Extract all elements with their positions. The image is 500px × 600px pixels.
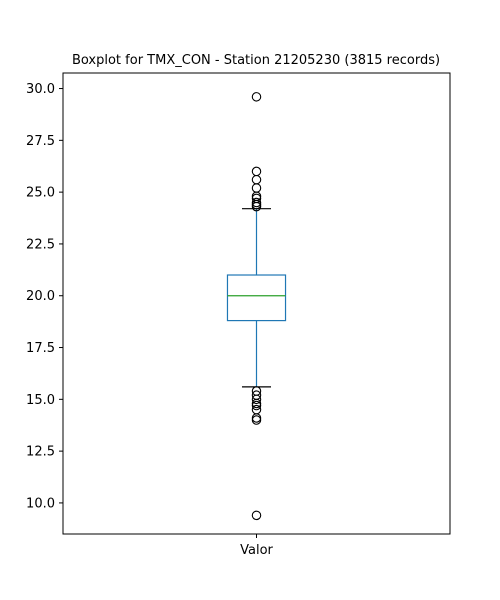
- y-tick-label: 12.5: [26, 445, 55, 460]
- y-tick-label: 22.5: [26, 237, 55, 252]
- x-tick-label: Valor: [240, 543, 273, 558]
- outlier-point: [251, 201, 262, 212]
- outlier-point: [251, 394, 262, 405]
- outlier-point: [251, 174, 262, 185]
- outlier-point: [251, 92, 262, 102]
- y-tick-label: 10.0: [26, 496, 55, 511]
- chart-title: Boxplot for TMX_CON - Station 21205230 (…: [72, 53, 440, 68]
- y-tick-label: 17.5: [26, 341, 55, 356]
- outlier-point: [251, 183, 262, 193]
- outlier-point: [251, 415, 262, 425]
- iqr-box: [226, 274, 287, 322]
- y-tick-label: 30.0: [26, 82, 55, 97]
- outlier-point: [251, 199, 262, 210]
- plot-area: [62, 72, 451, 535]
- y-tick-label: 25.0: [26, 186, 55, 201]
- y-tick-label: 20.0: [26, 289, 55, 304]
- outlier-point: [251, 166, 262, 177]
- box-group: [226, 92, 287, 521]
- outlier-point: [251, 413, 262, 423]
- y-tick-label: 15.0: [26, 393, 55, 408]
- y-axis: 10.0 12.5 15.0 17.5 20.0 22.5 25.0 27.5 30.0: [26, 82, 63, 511]
- outlier-point: [251, 510, 262, 521]
- x-axis: Valor: [240, 534, 274, 558]
- outlier-point: [251, 400, 262, 411]
- y-tick-label: 27.5: [26, 134, 55, 149]
